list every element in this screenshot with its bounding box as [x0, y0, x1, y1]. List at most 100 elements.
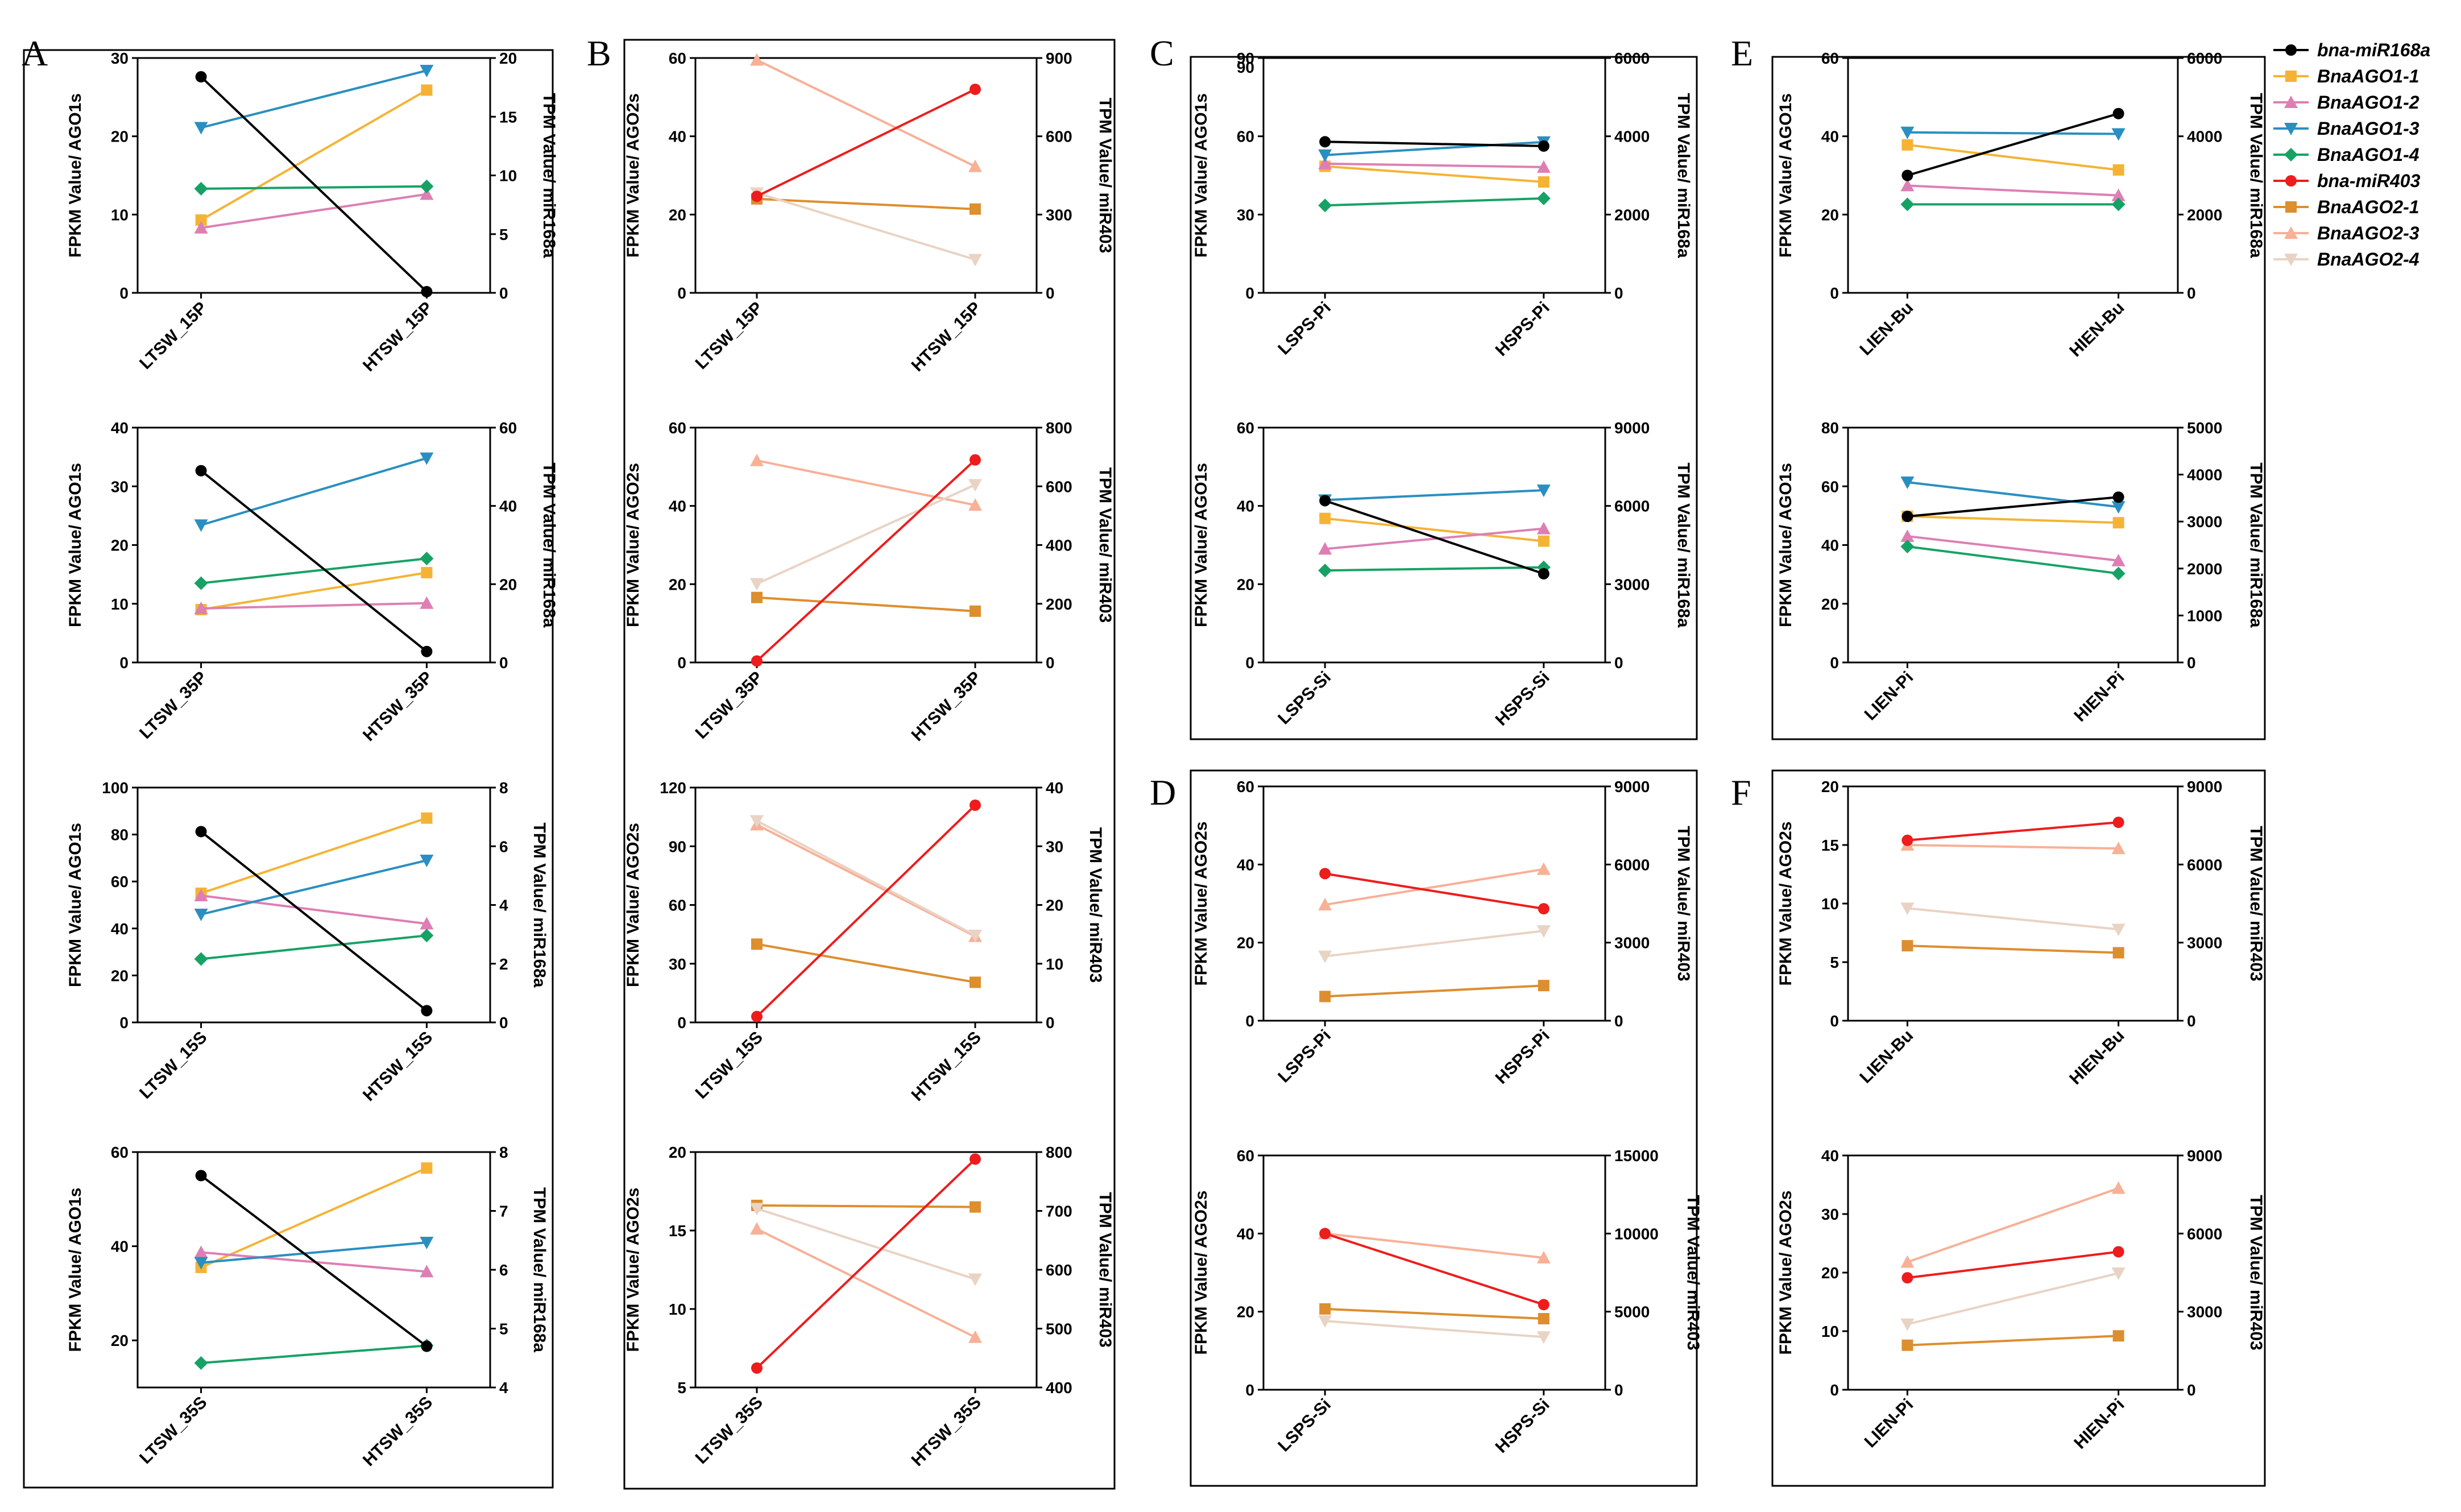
series-line-BnaAGO1-3 [201, 457, 427, 527]
y-tick-label: 40 [111, 419, 129, 437]
category-label: HIEN-Bu [2066, 299, 2128, 361]
y-tick-label: 40 [1821, 537, 1839, 554]
data-point-BnaAGO2-1 [1901, 1339, 1913, 1351]
data-point-BnaAGO2-4 [1900, 902, 1915, 916]
y2-tick-label: 40 [499, 498, 517, 515]
data-point-BnaAGO2-1 [1538, 1313, 1549, 1325]
data-point-BnaAGO2-1 [751, 938, 763, 950]
y-tick-label: 80 [1821, 419, 1839, 437]
data-point-BnaAGO1-4 [2111, 197, 2126, 212]
y-axis-label: FPKM Value/ AGO2s [1776, 822, 1795, 986]
series-line-bna-miR168a [200, 76, 428, 293]
y2-tick-label: 15000 [1614, 1147, 1659, 1165]
y-tick-label: 0 [677, 1014, 686, 1032]
series-line-BnaAGO1-4 [1325, 197, 1544, 207]
y2-tick-label: 6000 [1614, 498, 1650, 515]
series-line-BnaAGO2-3 [1324, 868, 1544, 906]
chart-C-LSPS-Si: 0 20 40 60 0 3000 6000 9000 LSPS-Si HSPS-Si FPKM V… [1192, 419, 1693, 730]
data-point-bna-miR168a [1538, 140, 1549, 152]
data-point-BnaAGO2-3 [1318, 898, 1332, 911]
series-line-BnaAGO2-3 [1907, 1187, 2119, 1264]
y-tick-label: 40 [669, 128, 686, 146]
data-point-BnaAGO2-4 [968, 1273, 982, 1286]
y-tick-label: 0 [119, 1014, 129, 1032]
series-line-BnaAGO2-4 [1907, 907, 2119, 931]
panel-label-A: A [22, 33, 48, 73]
series-line-bna-miR168a [200, 1174, 428, 1348]
y2-tick-label: 10 [1046, 955, 1063, 973]
y-tick-label: 0 [1245, 1012, 1254, 1030]
data-point-BnaAGO2-3 [968, 498, 982, 511]
plot-area [1262, 426, 1606, 664]
series-line-BnaAGO1-3 [1325, 140, 1544, 156]
series-line-BnaAGO1-1 [200, 817, 428, 894]
series-line-BnaAGO1-2 [201, 602, 427, 610]
series-line-BnaAGO1-2 [1324, 527, 1544, 550]
y-tick-label: 90 [1237, 49, 1254, 67]
y2-tick-label: 6000 [2187, 49, 2222, 67]
y2-tick-label: 60 [499, 419, 517, 437]
y2-tick-label: 6 [499, 838, 508, 855]
y2-axis-label: TPM Value/ miR168a [2247, 462, 2265, 627]
series-line-BnaAGO2-3 [756, 459, 976, 507]
legend-label: BnaAGO1-3 [2317, 118, 2419, 139]
data-point-BnaAGO1-3 [1536, 484, 1551, 498]
series-line-BnaAGO1-2 [1325, 162, 1544, 168]
data-point-BnaAGO1-3 [2111, 501, 2126, 514]
y2-tick-label: 5000 [1614, 1303, 1650, 1321]
data-point-BnaAGO1-2 [194, 221, 208, 234]
series-line-BnaAGO1-4 [201, 934, 427, 960]
data-point-BnaAGO1-1 [195, 214, 207, 226]
category-label: LSPS-Pi [1274, 299, 1335, 359]
panel-label-C: C [1150, 33, 1174, 73]
y-axis-label: FPKM Value/ AGO2s [624, 463, 643, 627]
y-tick-label: 20 [111, 967, 129, 984]
y-tick-label: 60 [1821, 478, 1839, 495]
plot-area [694, 1151, 1038, 1389]
y2-tick-label: 0 [1046, 654, 1055, 672]
data-point-BnaAGO2-1 [970, 1201, 981, 1213]
y2-tick-label: 400 [1046, 1379, 1072, 1397]
series-line-BnaAGO2-1 [756, 943, 976, 984]
data-point-bna-miR168a [195, 71, 207, 83]
y-tick-label: 60 [1821, 49, 1839, 67]
series-line-BnaAGO1-4 [201, 1344, 427, 1364]
y-tick-label: 10 [111, 206, 129, 223]
y2-tick-label: 4000 [2187, 128, 2222, 146]
data-point-bna-miR168a [195, 465, 207, 477]
data-point-BnaAGO2-4 [750, 815, 764, 828]
data-point-BnaAGO1-2 [420, 187, 434, 200]
data-point-BnaAGO1-2 [1536, 521, 1551, 535]
data-point-BnaAGO2-3 [750, 53, 764, 66]
category-label: LTSW_35P [692, 668, 767, 743]
data-point-BnaAGO2-3 [2111, 1181, 2126, 1194]
chart-B-LTSW_35S: 5 10 15 20 400 500 600 700 800 LTSW_35S HTSW_35S FP… [624, 1144, 1115, 1470]
series-line-BnaAGO1-4 [1325, 566, 1544, 572]
y-axis-label: FPKM Value/ AGO1s [66, 823, 85, 987]
data-point-BnaAGO2-1 [2112, 947, 2124, 959]
data-point-bna-miR403 [1538, 903, 1549, 915]
category-label: HSPS-Si [1492, 1395, 1553, 1457]
y-tick-label: 0 [677, 654, 686, 672]
y2-axis-label: TPM Value/ miR403 [1096, 98, 1115, 253]
data-point-BnaAGO2-1 [2112, 1330, 2124, 1342]
y2-tick-label: 900 [1046, 49, 1072, 67]
y2-tick-label: 0 [2187, 1381, 2196, 1399]
data-point-bna-miR168a [1901, 169, 1913, 181]
y-tick-label: 10 [669, 1300, 686, 1318]
y-tick-label: 10 [1821, 1323, 1839, 1340]
chart-B-LTSW_15S: 0 30 60 90 120 0 10 20 30 40 LTSW_15S HTSW_15S FPKM … [624, 779, 1105, 1105]
y2-tick-label: 2000 [2187, 560, 2222, 578]
data-point-bna-miR403 [2112, 1246, 2124, 1258]
y2-tick-label: 10 [499, 167, 517, 185]
data-point-BnaAGO1-2 [420, 917, 434, 930]
y-tick-label: 0 [1245, 1381, 1254, 1399]
category-label: LTSW_15P [136, 299, 210, 373]
data-point-bna-miR168a [2112, 491, 2124, 503]
y2-tick-label: 20 [499, 575, 517, 593]
data-point-BnaAGO1-2 [2111, 188, 2126, 201]
y-tick-label: 20 [1821, 206, 1839, 223]
series-line-bna-miR403 [756, 804, 976, 1018]
category-label: HTSW_15P [359, 299, 436, 375]
y2-axis-label: TPM Value/ miR168a [2247, 93, 2265, 258]
